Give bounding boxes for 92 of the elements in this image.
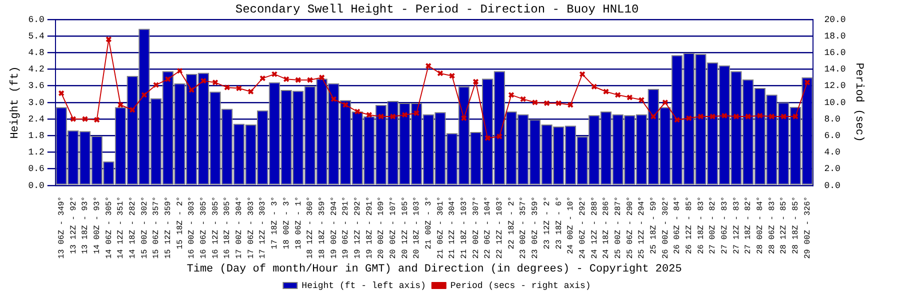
x-tick-label: 26 12Z - 85°	[684, 196, 694, 254]
x-tick-label: 25 18Z - 59°	[649, 196, 658, 254]
x-tick-label: 29 00Z - 326°	[803, 196, 812, 259]
y2-tick-label: 10.0	[824, 98, 846, 108]
y2-tick-label: 4.0	[824, 148, 840, 158]
legend-label: Height (ft - left axis)	[302, 280, 426, 291]
x-tick-label: 21 06Z - 301°	[436, 196, 446, 259]
x-tick-label: 23 12Z - 2°	[542, 196, 552, 250]
x-tick-label: 15 12Z - 359°	[164, 196, 174, 259]
y-tick-label: 6.0	[28, 14, 44, 25]
x-tick-label: 24 00Z - 10°	[566, 196, 576, 254]
x-tick-label: 18 00Z - 3°	[282, 196, 292, 250]
x-tick-label: 25 12Z - 294°	[638, 196, 647, 259]
x-tick-label: 17 06Z - 303°	[246, 196, 256, 259]
y2-tick-label: 2.0	[824, 164, 840, 174]
y2-axis-title: Period (sec)	[852, 62, 864, 142]
x-tick-label: 13 18Z - 93°	[81, 196, 90, 254]
chart-title: Secondary Swell Height - Period - Direction - Buoy HNL10	[235, 2, 639, 16]
x-tick-label: 27 12Z - 83°	[732, 196, 742, 254]
x-tick-label: 16 18Z - 305°	[223, 196, 232, 259]
y-tick-label: 3.0	[28, 98, 44, 108]
x-tick-label: 15 00Z - 302°	[140, 196, 150, 259]
x-tick-label: 22 18Z - 2°	[507, 196, 516, 250]
x-tick-label: 24 06Z - 292°	[578, 196, 588, 259]
y-tick-label: 0.6	[28, 164, 44, 174]
x-tick-label: 17 12Z - 303°	[258, 196, 268, 259]
y-tick-label: 4.2	[28, 64, 44, 75]
x-tick-label: 21 12Z - 304°	[448, 196, 458, 259]
x-tick-label: 27 06Z - 83°	[720, 196, 730, 254]
y-tick-label: 3.6	[28, 81, 44, 92]
x-tick-label: 24 18Z - 286°	[602, 196, 612, 259]
x-tick-label: 13 06Z - 349°	[57, 196, 66, 259]
y2-tick-label: 6.0	[824, 130, 840, 141]
x-tick-label: 23 18Z - 6°	[554, 196, 564, 250]
x-tick-label: 22 12Z - 103°	[496, 196, 505, 259]
x-tick-label: 19 18Z - 291°	[365, 196, 374, 259]
x-tick-label: 25 00Z - 287°	[614, 196, 623, 259]
x-tick-label: 28 00Z - 84°	[756, 196, 766, 254]
y-tick-label: 0.0	[28, 180, 44, 191]
x-tick-label: 13 12Z - 92°	[69, 196, 78, 254]
x-tick-label: 20 18Z - 103°	[412, 196, 422, 259]
x-tick-label: 17 00Z - 304°	[235, 196, 244, 259]
x-tick-label: 14 06Z - 305°	[104, 196, 114, 259]
x-tick-label: 27 18Z - 82°	[744, 196, 754, 254]
x-tick-label: 24 12Z - 288°	[590, 196, 600, 259]
x-tick-label: 22 06Z - 104°	[484, 196, 493, 259]
x-tick-label: 16 00Z - 303°	[188, 196, 197, 259]
x-tick-label: 16 12Z - 305°	[211, 196, 220, 259]
x-tick-label: 21 18Z - 103°	[460, 196, 470, 259]
x-tick-label: 20 00Z - 109°	[377, 196, 386, 259]
x-tick-label: 20 06Z - 107°	[388, 196, 398, 259]
x-tick-label: 18 18Z - 359°	[318, 196, 327, 259]
y2-tick-label: 14.0	[824, 64, 846, 75]
x-tick-label: 26 06Z - 84°	[673, 196, 682, 254]
x-tick-label: 28 06Z - 83°	[768, 196, 777, 254]
y2-tick-label: 12.0	[824, 81, 846, 92]
x-tick-label: 14 12Z - 351°	[116, 196, 126, 259]
x-axis-title: Time (Day of month/Hour in GMT) and Direction (in degrees) - Copyright 2025	[186, 263, 682, 276]
y-tick-label: 1.2	[28, 148, 44, 158]
y-axis-title: Height (ft)	[10, 66, 22, 139]
x-tick-label: 15 18Z - 2°	[176, 196, 185, 250]
x-tick-label: 17 18Z - 3°	[270, 196, 280, 250]
y2-tick-label: 8.0	[824, 114, 840, 124]
x-tick-label: 19 12Z - 292°	[353, 196, 362, 259]
x-tick-label: 26 18Z - 83°	[696, 196, 706, 254]
x-tick-label: 20 12Z - 105°	[400, 196, 410, 259]
x-tick-label: 16 06Z - 305°	[200, 196, 209, 259]
y2-tick-label: 20.0	[824, 14, 846, 25]
y-tick-label: 2.4	[28, 114, 44, 124]
y-tick-label: 5.4	[28, 31, 44, 42]
x-tick-label: 23 06Z - 359°	[531, 196, 540, 259]
x-tick-label: 19 00Z - 294°	[330, 196, 339, 259]
x-tick-label: 26 00Z - 302°	[661, 196, 670, 259]
x-tick-label: 25 06Z - 290°	[626, 196, 635, 259]
legend-label: Period (secs - right axis)	[450, 280, 591, 291]
y2-tick-label: 16.0	[824, 48, 846, 58]
y-tick-label: 1.8	[28, 130, 44, 141]
y-tick-label: 4.8	[28, 48, 44, 58]
y2-tick-label: 18.0	[824, 31, 846, 42]
x-tick-label: 19 06Z - 291°	[342, 196, 351, 259]
x-tick-label: 14 18Z - 282°	[128, 196, 138, 259]
x-tick-label: 22 00Z - 307°	[472, 196, 481, 259]
x-tick-label: 28 12Z - 85°	[780, 196, 789, 254]
x-tick-label: 27 00Z - 82°	[708, 196, 718, 254]
x-tick-label: 18 12Z - 360°	[306, 196, 316, 259]
x-tick-label: 15 06Z - 357°	[152, 196, 162, 259]
x-tick-label: 28 18Z - 85°	[792, 196, 801, 254]
x-tick-label: 18 06Z - 1°	[294, 196, 304, 250]
x-tick-label: 21 00Z - 3°	[424, 196, 434, 250]
y2-tick-label: 0.0	[824, 180, 840, 191]
x-tick-label: 23 00Z - 357°	[519, 196, 528, 259]
x-tick-label: 14 00Z - 93°	[92, 196, 102, 254]
